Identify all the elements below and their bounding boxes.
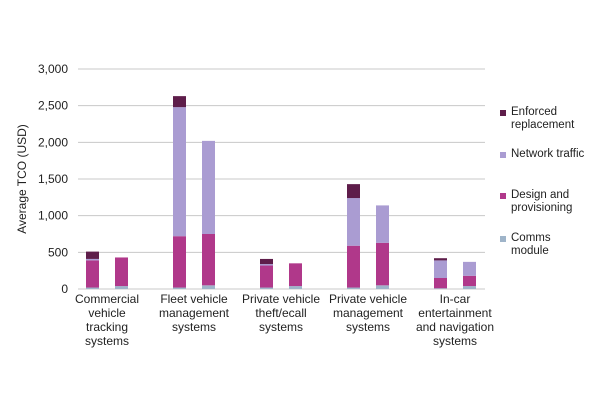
bar-segment <box>260 287 273 289</box>
bar-segment <box>434 288 447 289</box>
legend-swatch <box>500 193 506 199</box>
bar-segment <box>376 242 389 286</box>
bar-segment <box>173 236 186 288</box>
bar-segment <box>434 258 447 261</box>
bar-segment <box>289 286 302 289</box>
bar-segment <box>463 286 476 289</box>
legend-label: Comms module <box>511 232 551 257</box>
bar-segment <box>376 285 389 289</box>
bar-segment <box>376 205 389 243</box>
x-tick-label: Private vehicle theft/ecall systems <box>241 292 321 334</box>
bar-segment <box>463 275 476 287</box>
y-axis-label: Average TCO (USD) <box>15 124 29 234</box>
bar-segment <box>173 287 186 289</box>
bar-segment <box>347 184 360 199</box>
legend-swatch <box>500 110 506 116</box>
y-tick-label: 1,500 <box>38 172 68 186</box>
legend-label: Enforced replacement <box>511 106 575 131</box>
bar-segment <box>434 278 447 289</box>
y-tick-label: 0 <box>61 282 68 296</box>
bar-segment <box>434 260 447 278</box>
bar-segment <box>86 258 99 261</box>
bar-segment <box>86 251 99 259</box>
x-tick-label: Fleet vehicle management systems <box>158 292 230 334</box>
bar-segment <box>115 286 128 289</box>
bar-segment <box>289 263 302 287</box>
bar-segment <box>347 287 360 289</box>
legend-label: Network traffic <box>511 148 585 160</box>
bar-segment <box>202 140 215 234</box>
legend-swatch <box>500 236 506 242</box>
bar-segment <box>347 245 360 288</box>
bar-segment <box>260 265 273 288</box>
y-tick-label: 500 <box>48 245 68 259</box>
bar-segment <box>86 287 99 289</box>
bar-segment <box>260 258 273 265</box>
x-tick-label: In-car entertainment and navigation syst… <box>415 292 495 348</box>
legend-swatch <box>500 152 506 158</box>
bar-segment <box>260 264 273 266</box>
legend-label: Design and provisioning <box>511 189 573 214</box>
bar-segment <box>173 96 186 108</box>
bar-segment <box>86 260 99 288</box>
x-tick-label: Private vehicle management systems <box>328 292 408 334</box>
y-tick-label: 2,500 <box>38 99 68 113</box>
bar-segment <box>173 107 186 237</box>
y-tick-label: 3,000 <box>38 62 68 76</box>
bar-segment <box>463 261 476 276</box>
bar-segment <box>202 234 215 286</box>
bar-segment <box>202 285 215 289</box>
bar-segment <box>115 257 128 287</box>
bar-segment <box>347 198 360 246</box>
y-tick-label: 1,000 <box>38 209 68 223</box>
x-tick-label: Commercial vehicle tracking systems <box>74 292 139 348</box>
y-tick-label: 2,000 <box>38 135 68 149</box>
